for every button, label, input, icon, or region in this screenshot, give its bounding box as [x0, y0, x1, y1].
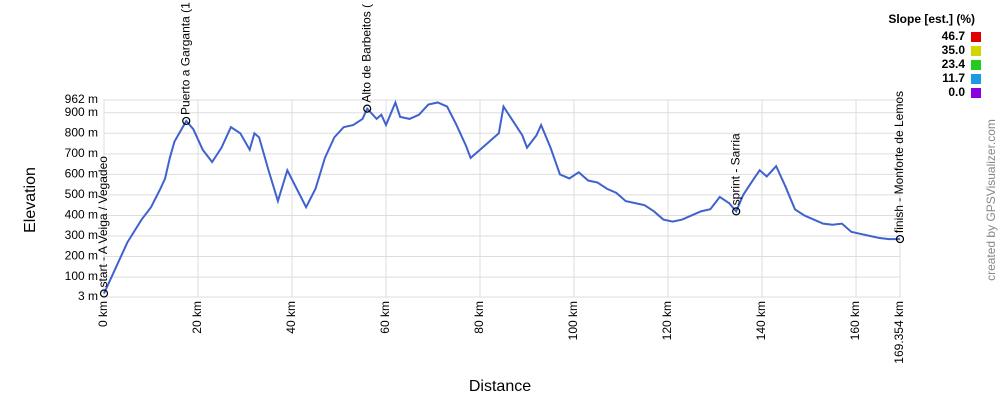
x-tick-label: 169.354 km — [892, 301, 906, 364]
y-tick-label: 700 m — [65, 146, 98, 160]
x-axis-title: Distance — [469, 378, 531, 395]
x-tick-label: 100 km — [566, 301, 580, 340]
y-tick-label: 400 m — [65, 208, 98, 222]
legend-swatch — [971, 60, 981, 70]
legend-label: 46.7 — [942, 29, 966, 43]
y-tick-label: 100 m — [65, 269, 98, 283]
waypoint-label: sprint - Sarria — [728, 133, 742, 205]
y-tick-label: 900 m — [65, 105, 98, 119]
y-tick-label: 600 m — [65, 167, 98, 181]
waypoint-marker — [182, 116, 191, 126]
legend-label: 0.0 — [948, 85, 965, 99]
x-tick-label: 120 km — [660, 301, 674, 340]
waypoint-marker — [363, 104, 372, 113]
waypoint-marker — [99, 289, 109, 298]
legend-label: 11.7 — [942, 71, 965, 85]
legend-label: 23.4 — [942, 57, 966, 71]
y-tick-label: 500 m — [65, 187, 98, 201]
waypoint-marker — [732, 207, 741, 216]
legend-swatch — [971, 74, 981, 84]
x-tick-label: 20 km — [190, 301, 204, 334]
waypoint-label: Puerto a Garganta (1 — [178, 2, 192, 115]
legend-label: 35.0 — [942, 43, 966, 57]
legend-title: Slope [est.] (%) — [888, 12, 975, 26]
x-tick-label: 80 km — [472, 301, 486, 334]
x-tick-label: 140 km — [754, 301, 768, 340]
waypoint-label: finish - Monforte de Lemos — [892, 91, 906, 233]
waypoint-marker — [895, 234, 905, 244]
x-tick-label: 160 km — [848, 301, 862, 340]
y-tick-label: 962 m — [65, 92, 98, 106]
x-tick-label: 0 km — [96, 301, 110, 327]
y-axis-title: Elevation — [22, 167, 39, 233]
x-tick-label: 40 km — [284, 301, 298, 334]
legend-swatch — [971, 32, 981, 42]
x-tick-label: 60 km — [378, 301, 392, 334]
legend-swatch — [971, 88, 981, 98]
legend-swatch — [971, 46, 981, 56]
credit: created by GPSVisualizer.com — [984, 119, 998, 281]
elevation-line — [103, 99, 900, 294]
y-tick-label: 3 m — [78, 289, 98, 303]
y-tick-label: 200 m — [65, 249, 98, 263]
waypoint-label: start - A Veiga / Vegadeo — [96, 156, 110, 288]
y-tick-label: 800 m — [65, 125, 98, 139]
waypoint-label: Alto de Barbeitos ( — [359, 4, 373, 103]
y-tick-label: 300 m — [65, 228, 98, 242]
plot-area — [103, 99, 901, 298]
